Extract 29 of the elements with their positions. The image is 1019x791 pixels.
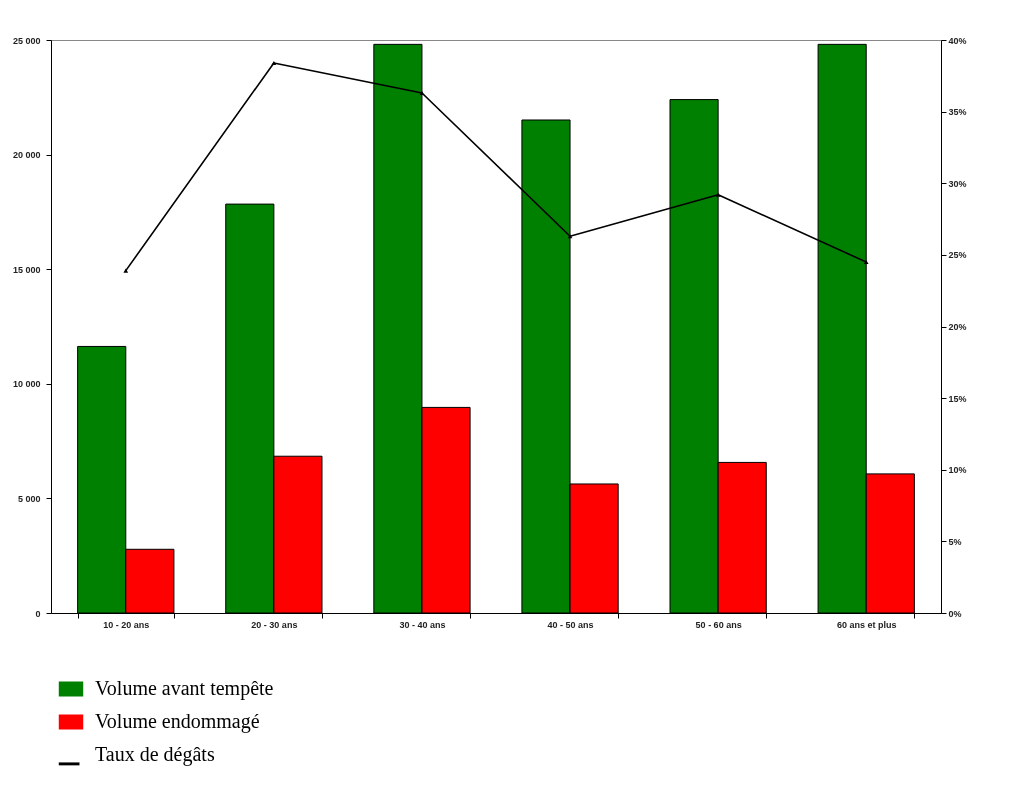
y2-tick-label: 5% — [948, 536, 962, 547]
y-tick-label: 0 — [35, 608, 41, 619]
x-tick-label: 60 ans et plus — [836, 619, 897, 630]
y2-tick-label: 15% — [948, 393, 967, 404]
point — [419, 90, 425, 96]
y-tick-label: 10 000 — [12, 379, 41, 390]
y-tick-label: 25 000 — [12, 35, 41, 46]
y2-tick-label: 0% — [948, 608, 962, 619]
y-tick-label: 5 000 — [17, 493, 41, 504]
x-tick-label: 50 - 60 ans — [695, 619, 742, 630]
y-tick-label: 15 000 — [12, 264, 41, 275]
y2-tick-label: 35% — [948, 107, 967, 118]
y-tick-label: 20 000 — [12, 150, 41, 161]
x-tick-label: 30 - 40 ans — [399, 619, 446, 630]
legend-label: Volume avant tempête — [95, 677, 274, 700]
y2-tick-label: 10% — [948, 465, 967, 476]
y2-tick-label: 30% — [948, 178, 967, 189]
legend-label: Taux de dégâts — [95, 743, 215, 766]
point — [863, 260, 869, 265]
point — [271, 60, 277, 65]
legend-label: Volume endommagé — [95, 710, 260, 733]
y2-tick-label: 40% — [948, 35, 967, 46]
x-tick-label: 20 - 30 ans — [251, 619, 298, 630]
y2-tick-label: 25% — [948, 250, 967, 261]
point — [123, 268, 129, 273]
x-tick-label: 10 - 20 ans — [103, 619, 150, 630]
y2-tick-label: 20% — [948, 322, 967, 332]
point — [715, 192, 721, 197]
x-tick-label: 40 - 50 ans — [547, 619, 594, 630]
